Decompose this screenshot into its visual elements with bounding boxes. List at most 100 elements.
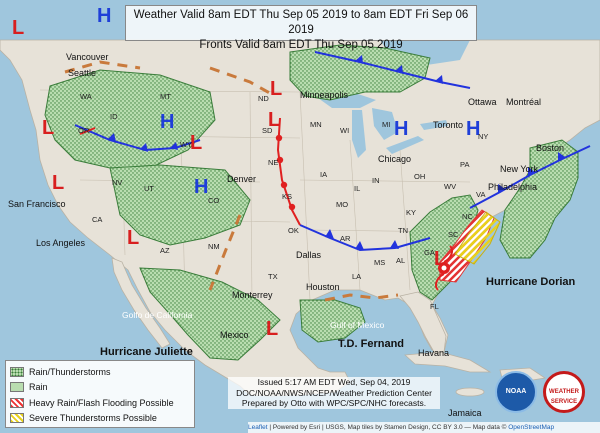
high-pressure-marker[interactable]: H bbox=[394, 118, 409, 140]
low-pressure-marker[interactable]: L bbox=[127, 227, 140, 249]
state-label: MT bbox=[160, 92, 171, 101]
water-label: Gulf of Mexico bbox=[330, 320, 385, 330]
city-label: Chicago bbox=[378, 154, 412, 164]
state-label: AL bbox=[396, 256, 406, 265]
osm-link[interactable]: OpenStreetMap bbox=[508, 424, 555, 431]
city-label: Ottawa bbox=[468, 97, 497, 107]
hurricane-juliette-label[interactable]: Hurricane Juliette bbox=[100, 346, 193, 358]
state-label: CO bbox=[208, 196, 220, 205]
severe-storms-area[interactable] bbox=[454, 211, 501, 265]
high-pressure-marker[interactable]: H bbox=[466, 118, 481, 140]
low-pressure-marker[interactable]: L bbox=[268, 109, 281, 131]
city-label: Los Angeles bbox=[36, 238, 86, 248]
state-label: UT bbox=[144, 184, 154, 193]
state-label: NV bbox=[112, 178, 123, 187]
state-label: IN bbox=[372, 176, 380, 185]
city-label: Toronto bbox=[433, 120, 464, 130]
leaflet-link[interactable]: Leaflet bbox=[248, 424, 268, 431]
state-label: PA bbox=[460, 160, 470, 169]
legend-label: Severe Thunderstorms Possible bbox=[29, 413, 157, 424]
precip-great-basin[interactable] bbox=[109, 164, 251, 246]
state-label: SC bbox=[448, 230, 459, 239]
hurricane-dorian-symbol[interactable] bbox=[435, 245, 453, 291]
severe-storms-swatch bbox=[10, 413, 24, 424]
land-cuba bbox=[404, 351, 492, 373]
state-label: WI bbox=[340, 126, 350, 135]
trough-plains[interactable] bbox=[209, 66, 276, 98]
high-pressure-marker[interactable]: H bbox=[160, 111, 175, 133]
cold-front-south[interactable] bbox=[299, 224, 431, 252]
land-florida bbox=[399, 291, 447, 353]
state-label: TN bbox=[398, 226, 408, 235]
state-label: LA bbox=[352, 272, 362, 281]
state-label: CA bbox=[92, 215, 103, 224]
map-credits: Leaflet | Powered by Esri | USGS, Map ti… bbox=[248, 422, 600, 433]
high-pressure-marker[interactable]: H bbox=[97, 5, 112, 27]
cold-front-atlantic[interactable] bbox=[469, 145, 591, 209]
city-label: San Francisco bbox=[8, 199, 66, 209]
trough-pacific[interactable] bbox=[64, 60, 141, 74]
legend-label: Rain bbox=[29, 382, 48, 393]
state-label: FL bbox=[430, 302, 439, 311]
city-label: Montréal bbox=[506, 97, 542, 107]
land-baja bbox=[111, 257, 171, 349]
title-line-1: Weather Valid 8am EDT Thu Sep 05 2019 to… bbox=[133, 9, 469, 36]
state-label: ND bbox=[258, 94, 269, 103]
state-label: NY bbox=[478, 132, 489, 141]
city-label: Minneapolis bbox=[300, 90, 349, 100]
state-label: WA bbox=[80, 92, 92, 101]
city-label: Mexico bbox=[220, 330, 249, 340]
precip-atlantic[interactable] bbox=[499, 139, 579, 259]
city-label: New York bbox=[500, 164, 539, 174]
state-label: MS bbox=[374, 258, 386, 267]
flash-flood-swatch bbox=[10, 397, 24, 408]
warm-front-northwest[interactable] bbox=[79, 127, 96, 135]
state-label: KY bbox=[406, 208, 417, 217]
state-label: SD bbox=[262, 126, 273, 135]
state-label: GA bbox=[424, 248, 435, 257]
precip-areas bbox=[44, 44, 579, 361]
state-label: MN bbox=[310, 120, 322, 129]
trough-rockies[interactable] bbox=[208, 214, 242, 291]
water-label: Golfo de California bbox=[122, 310, 193, 320]
precip-great-lakes-north[interactable] bbox=[289, 44, 431, 101]
td-fernand-label[interactable]: T.D. Fernand bbox=[338, 338, 405, 350]
noaa-logo[interactable]: NOAA bbox=[495, 371, 537, 413]
precip-gulf[interactable] bbox=[299, 299, 366, 343]
city-label: Philadelphia bbox=[488, 182, 538, 192]
state-label: IA bbox=[320, 170, 328, 179]
rain-swatch bbox=[10, 382, 24, 393]
warm-front-barbs bbox=[275, 134, 296, 211]
city-label: Dallas bbox=[296, 250, 322, 260]
legend-item: Rain bbox=[10, 380, 190, 396]
low-pressure-marker[interactable]: L bbox=[434, 248, 447, 270]
state-label: IL bbox=[354, 184, 361, 193]
state-label: KS bbox=[282, 192, 293, 201]
legend-item: Severe Thunderstorms Possible bbox=[10, 411, 190, 427]
state-label: NC bbox=[462, 212, 473, 221]
credits-text: | Powered by Esri | USGS, Map tiles by S… bbox=[267, 424, 509, 431]
trough-texas[interactable] bbox=[324, 293, 399, 302]
state-label: VA bbox=[476, 190, 486, 199]
nws-logo[interactable]: WEATHER SERVICE bbox=[543, 371, 585, 413]
legend-item: Rain/Thunderstorms bbox=[10, 364, 190, 380]
map-title: Weather Valid 8am EDT Thu Sep 05 2019 to… bbox=[125, 5, 477, 51]
issued-line-2: DOC/NOAA/NWS/NCEP/Weather Prediction Cen… bbox=[236, 387, 432, 398]
low-pressure-marker[interactable]: L bbox=[266, 318, 279, 340]
low-pressure-marker[interactable]: L bbox=[270, 78, 283, 100]
low-pressure-marker[interactable]: L bbox=[42, 117, 55, 139]
low-pressure-marker[interactable]: L bbox=[12, 17, 25, 39]
issued-line-3: Prepared by Otto with WPC/SPC/NHC foreca… bbox=[241, 398, 427, 408]
hurricane-dorian-label[interactable]: Hurricane Dorian bbox=[486, 276, 576, 288]
lake-michigan bbox=[352, 110, 366, 158]
state-label: NE bbox=[268, 158, 279, 167]
precip-northwest[interactable] bbox=[44, 69, 216, 169]
high-pressure-marker[interactable]: H bbox=[194, 176, 209, 198]
precip-southwest[interactable] bbox=[139, 267, 281, 361]
city-label: Seattle bbox=[68, 68, 97, 78]
legend-item: Heavy Rain/Flash Flooding Possible bbox=[10, 395, 190, 411]
low-pressure-marker[interactable]: L bbox=[52, 172, 65, 194]
legend-label: Heavy Rain/Flash Flooding Possible bbox=[29, 397, 174, 408]
low-pressure-marker[interactable]: L bbox=[190, 132, 203, 154]
